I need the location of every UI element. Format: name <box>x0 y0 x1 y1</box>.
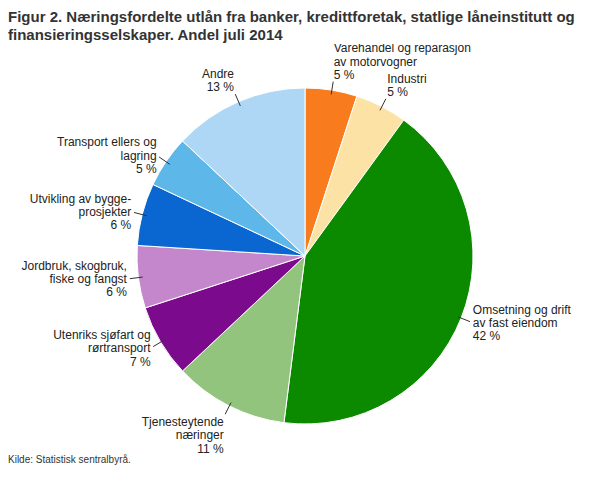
html-text:Kilde: Statistisk sentralbyrå.: Kilde: Statistisk sentralbyrå. <box>8 454 131 465</box>
svg-text:Utenriks sjøfart ogrørtranspor: Utenriks sjøfart ogrørtransport7 % <box>53 328 151 368</box>
svg-text:Andre13 %: Andre13 % <box>202 67 234 94</box>
svg-text:Industri5 %: Industri5 % <box>387 72 426 99</box>
svg-text:Utvikling av bygge-prosjekter6: Utvikling av bygge-prosjekter6 % <box>30 192 132 232</box>
svg-text:Transport ellers oglagring5 %: Transport ellers oglagring5 % <box>57 135 157 175</box>
svg-text:Jordbruk, skogbruk,fiske og fa: Jordbruk, skogbruk,fiske og fangst6 % <box>22 259 128 299</box>
html-text:Figur 2. Næringsfordelte utlån: Figur 2. Næringsfordelte utlån fra banke… <box>8 8 575 43</box>
html-text:5 %: 5 % <box>333 67 355 82</box>
svg-text:Omsetning og driftav fast eien: Omsetning og driftav fast eiendom42 % <box>473 303 572 343</box>
svg-text:Tjenesteytendenæringer11 %: Tjenesteytendenæringer11 % <box>142 415 224 454</box>
